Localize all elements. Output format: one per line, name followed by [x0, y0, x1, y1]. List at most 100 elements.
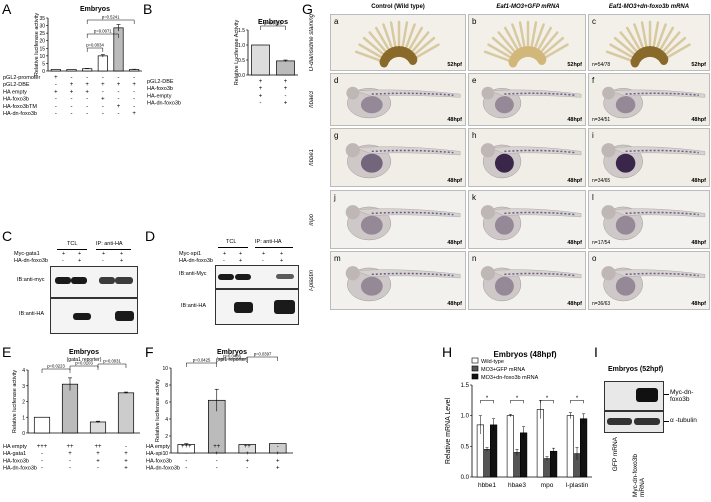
staining-signal	[494, 153, 514, 173]
image-letter: b	[472, 17, 477, 26]
sign: +	[70, 89, 74, 95]
stage-label: 52hpf	[447, 62, 462, 68]
image-letter: g	[334, 131, 339, 140]
band	[218, 274, 234, 280]
sign: -	[71, 111, 73, 117]
stage-label: 48hpf	[691, 301, 706, 307]
significance-star: *	[546, 396, 549, 402]
sign: -	[133, 104, 135, 110]
stage-label: 48hpf	[691, 240, 706, 246]
y-tick-label: 20	[39, 39, 45, 45]
sign: +	[78, 251, 82, 257]
p-value-label: p=0.0103	[75, 361, 93, 366]
significance-bracket	[570, 400, 584, 404]
band	[71, 277, 87, 284]
sign: -	[71, 104, 73, 110]
tcl-header: TCL	[67, 241, 78, 247]
stage-label: 48hpf	[567, 117, 582, 123]
image-letter: l	[592, 193, 594, 202]
sign: -	[102, 75, 104, 81]
legend-swatch	[471, 357, 479, 364]
bar	[82, 68, 93, 72]
chart-h: Embryos (48hpf) 0.0 0.5 1.0 1.5 Relative mRNA…	[445, 350, 592, 489]
embryo-head	[345, 266, 360, 281]
staining-signal	[360, 215, 383, 235]
embryo-illustration	[480, 266, 582, 302]
row-label: HA-foxo3bTM	[3, 104, 37, 110]
embryo-head	[537, 53, 547, 65]
embryo-head	[659, 53, 669, 65]
bar	[520, 432, 528, 478]
sign: -	[62, 258, 64, 264]
sign: +	[96, 451, 100, 457]
sign: +	[259, 86, 263, 92]
image-letter: i	[592, 131, 594, 140]
y-tick-label: 0	[165, 451, 168, 457]
embryo-illustration	[345, 205, 461, 241]
tcl-header: TCL	[226, 239, 237, 245]
sample-count: n=34/51	[592, 117, 611, 123]
sign: -	[133, 89, 135, 95]
image-letter: h	[472, 131, 477, 140]
embryo-illustration	[480, 205, 582, 241]
panel-label-e: E	[2, 344, 12, 360]
significance-bracket	[510, 400, 524, 404]
y-tick-label: 0	[22, 431, 25, 437]
sign: +	[259, 79, 263, 85]
ip-underline	[255, 247, 293, 248]
y-tick-label: 1	[22, 415, 25, 421]
y-tick-label: 0	[42, 69, 45, 75]
significance-bracket	[41, 368, 71, 373]
embryo-illustration	[354, 20, 440, 68]
embryo-illustration	[345, 266, 461, 302]
sign: +	[101, 97, 105, 103]
embryo-head	[346, 86, 360, 100]
stage-label: 52hpf	[691, 62, 706, 68]
bar	[50, 69, 61, 72]
bar	[506, 415, 514, 478]
chart-e: 0 1 2 3 4 Relative luciferase activity Embryos…	[3, 349, 140, 472]
embryo-image: o 48hpf n=36/63	[588, 251, 710, 310]
embryo-illustration	[601, 266, 706, 302]
row-label: HA empty	[3, 89, 27, 95]
embryo-tail	[483, 50, 515, 64]
sample-count: n=17/54	[592, 240, 611, 246]
band-pointer	[664, 421, 669, 422]
embryo-tail	[613, 36, 640, 59]
sign: +	[117, 82, 121, 88]
significance-bracket	[247, 356, 278, 361]
band	[55, 277, 71, 284]
significance-bracket	[540, 400, 554, 404]
row-label: hbbe1	[309, 149, 315, 166]
stage-label: 48hpf	[447, 178, 462, 184]
sign: -	[118, 75, 120, 81]
sign: -	[55, 82, 57, 88]
sign: +++	[37, 444, 48, 450]
sign: -	[69, 458, 71, 464]
bar	[238, 444, 256, 454]
sign: -	[97, 466, 99, 472]
band	[235, 274, 251, 280]
row-label: HA-empty	[147, 93, 172, 99]
embryo-tail	[491, 36, 518, 59]
sign: -	[41, 466, 43, 472]
y-axis-label: Relative luciferase activity	[12, 370, 18, 434]
sign: -	[246, 466, 248, 472]
blot-label: IB:anti-HA	[181, 303, 207, 309]
sign: -	[55, 104, 57, 110]
legend-label: MO3+dn-foxo3b mRNA	[481, 375, 539, 381]
embryo-illustration	[480, 143, 582, 179]
sign: -	[86, 111, 88, 117]
embryo-image: l 48hpf n=17/54	[588, 190, 710, 249]
embryo-body	[490, 269, 582, 279]
row-label: HA-dn-foxo3b	[147, 101, 181, 107]
band	[607, 418, 632, 425]
sign: -	[102, 89, 104, 95]
embryo-head	[601, 143, 616, 158]
x-tick-label: hbae3	[508, 482, 526, 489]
blot-myc	[50, 266, 138, 298]
sign: +	[124, 466, 128, 472]
panel-label-i: I	[594, 344, 598, 360]
lane-label: GFP mRNA	[612, 437, 619, 472]
chart-subtitle: (spi1 reporter)	[216, 357, 248, 363]
